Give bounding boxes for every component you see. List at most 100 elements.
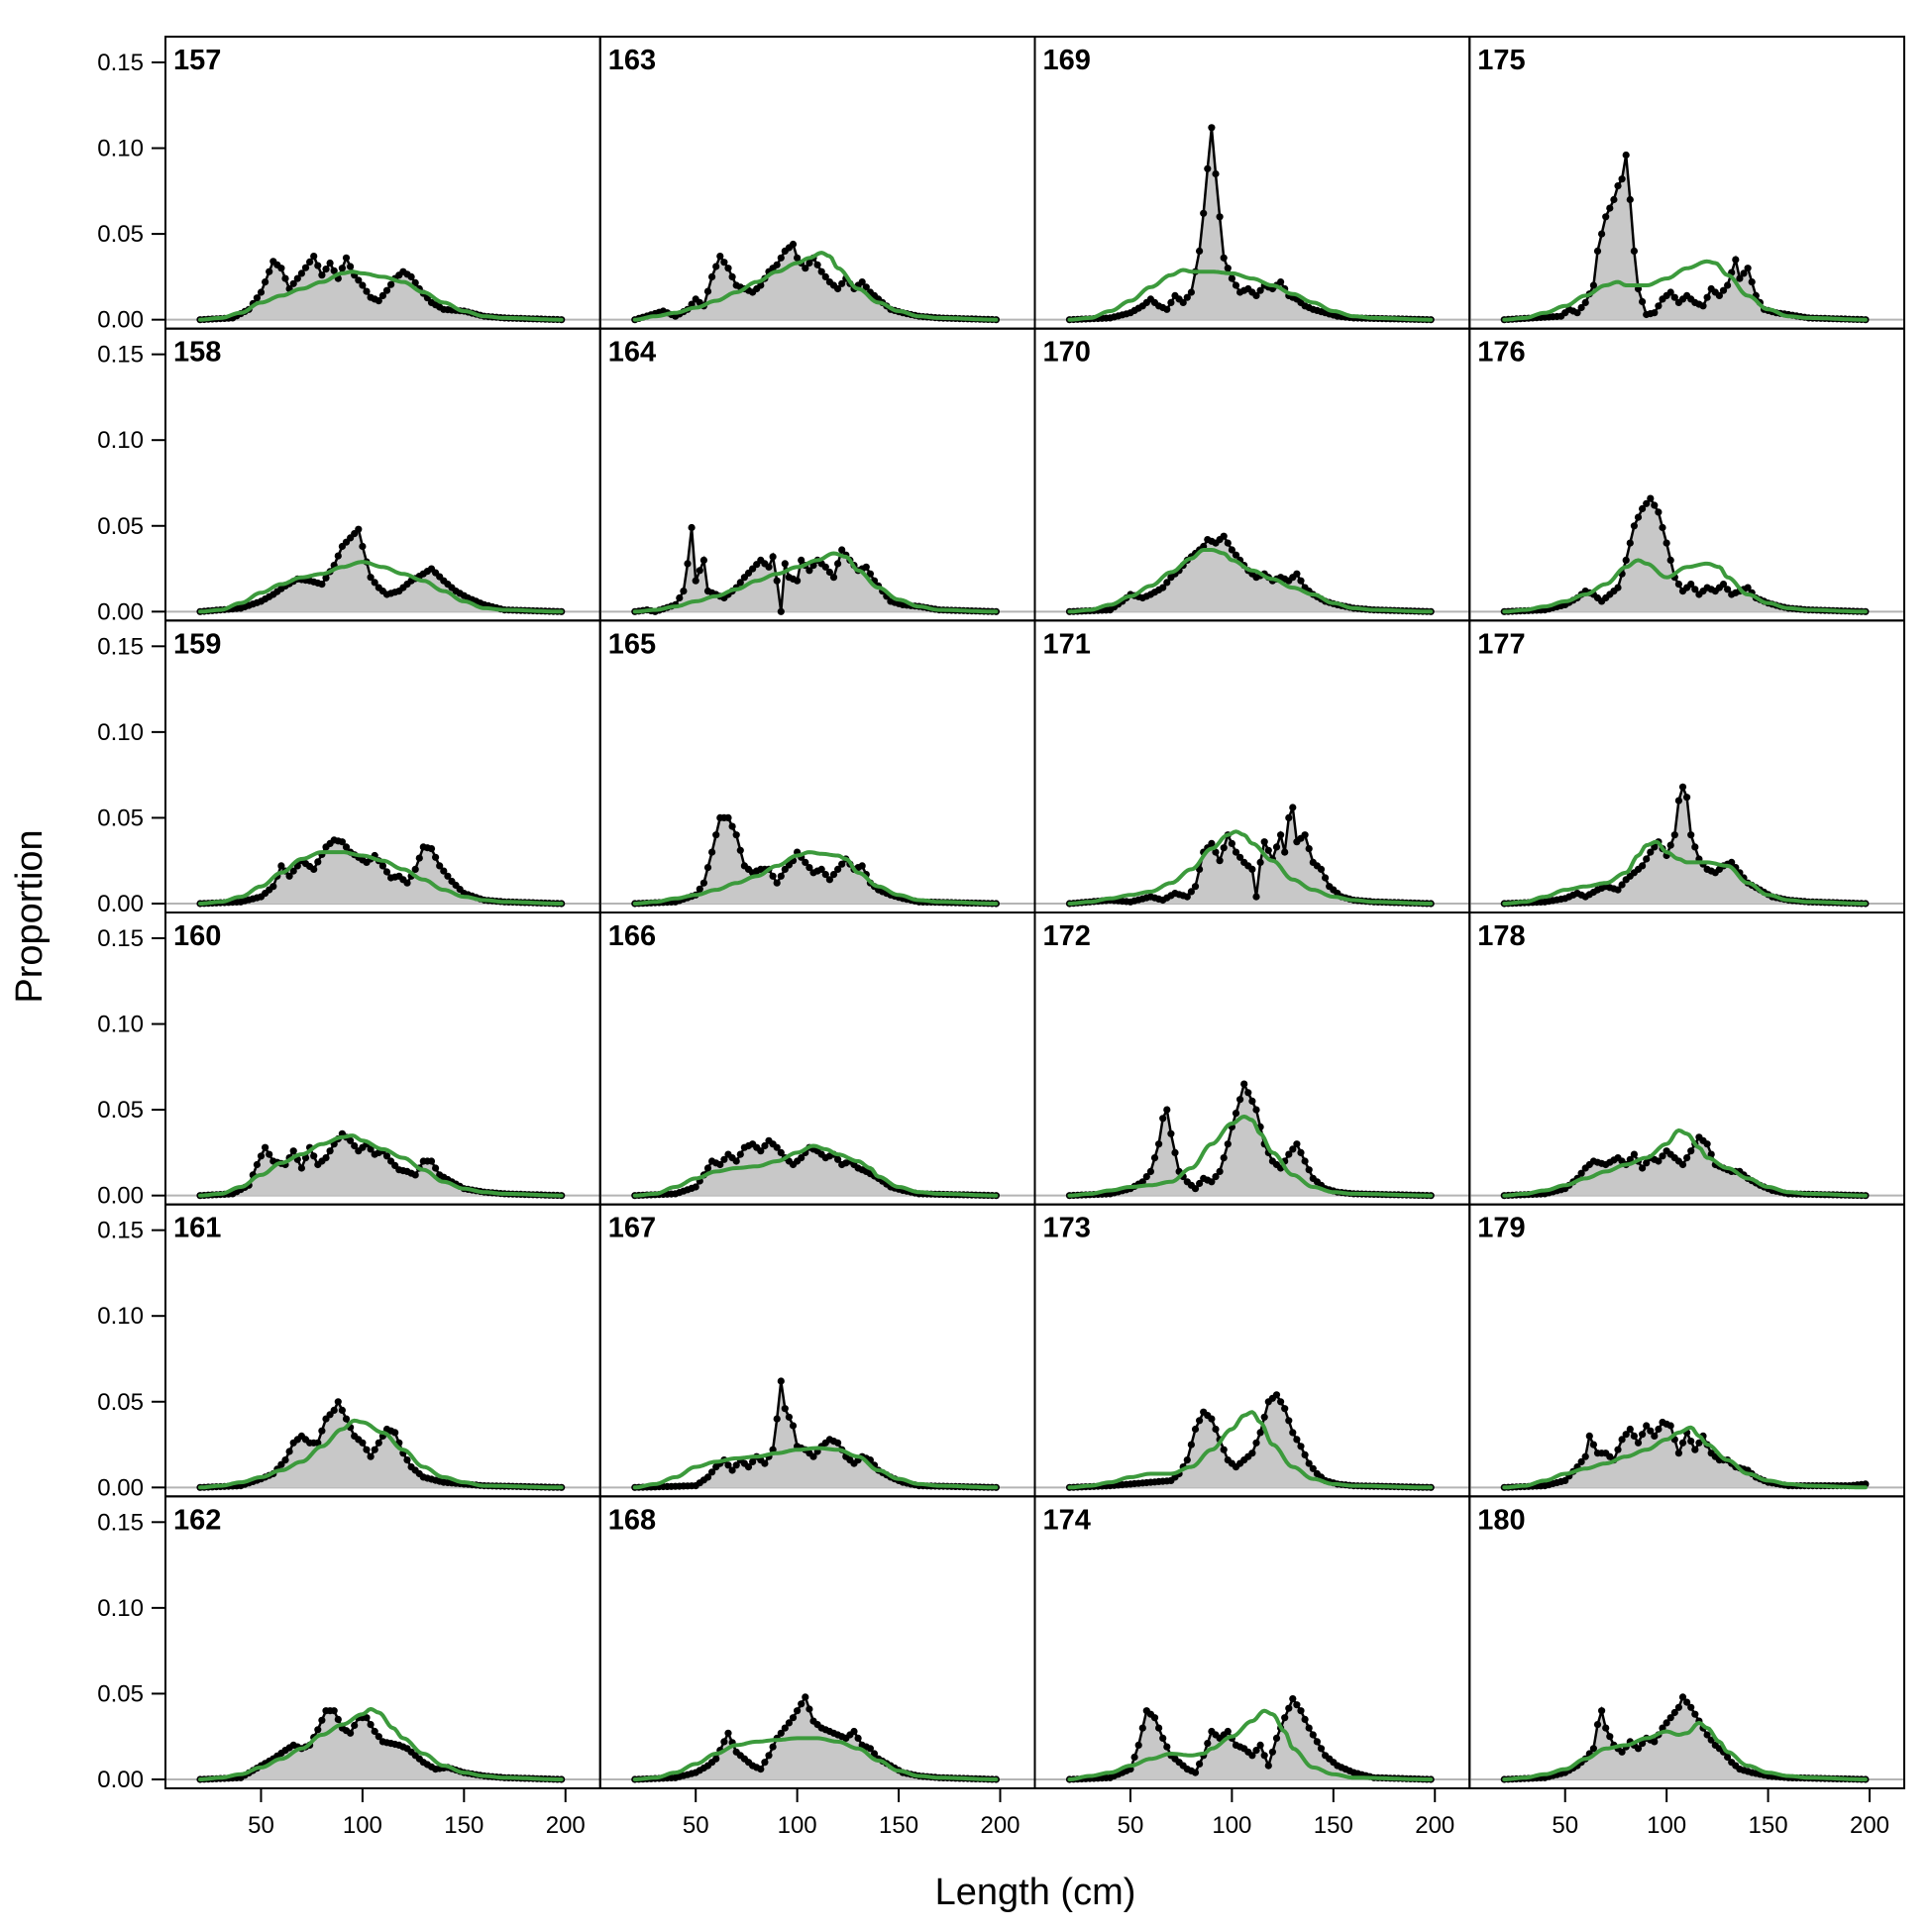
observed-point: [1191, 1185, 1200, 1193]
observed-point: [1260, 838, 1268, 846]
observed-point: [838, 279, 846, 287]
observed-point: [1602, 1724, 1610, 1732]
observed-point: [257, 288, 266, 296]
observed-point: [1715, 291, 1723, 299]
observed-point: [1301, 1450, 1309, 1458]
panel-border: [1468, 1495, 1905, 1790]
panel-179: 179: [1468, 1203, 1905, 1498]
expected-line: [632, 1736, 999, 1781]
observed-point: [1647, 1427, 1655, 1435]
expected-line: [198, 1133, 564, 1198]
observed-point: [266, 1150, 273, 1158]
observed-point: [1724, 1753, 1732, 1762]
observed-point: [322, 574, 330, 582]
panel-157: 157: [164, 36, 601, 330]
observed-point: [1736, 274, 1744, 282]
observed-point: [708, 1468, 716, 1476]
observed-point: [1150, 1714, 1159, 1722]
observed-point: [1643, 1159, 1651, 1167]
observed-point: [1618, 881, 1626, 889]
observed-point: [367, 574, 375, 582]
observed-point: [1666, 1422, 1674, 1430]
panel-label: 161: [173, 1213, 221, 1244]
observed-point: [1248, 1097, 1256, 1105]
observed-point: [699, 879, 708, 887]
observed-point: [1224, 265, 1232, 272]
observed-point: [862, 283, 870, 291]
observed-point: [1277, 278, 1285, 286]
observed-point: [1577, 1457, 1585, 1465]
x-tick-label: 100: [343, 1812, 382, 1839]
observed-point: [371, 1446, 378, 1453]
observed-point: [1691, 1710, 1699, 1718]
observed-point: [1130, 1753, 1138, 1762]
observed-area: [200, 1710, 562, 1779]
observed-point: [1630, 1432, 1638, 1440]
observed-point: [829, 574, 838, 582]
panel-176: 176: [1468, 327, 1905, 622]
observed-point: [1256, 1429, 1264, 1437]
observed-point: [676, 593, 684, 602]
panel-label: 176: [1477, 337, 1525, 369]
observed-point: [1146, 1167, 1154, 1175]
observed-point: [1634, 1439, 1643, 1447]
observed-point: [1204, 1740, 1212, 1748]
observed-point: [342, 254, 351, 262]
observed-point: [1683, 1698, 1691, 1706]
observed-point: [1593, 247, 1602, 255]
x-axis-title: Length (cm): [935, 1872, 1136, 1913]
observed-point: [821, 563, 829, 571]
observed-point: [1285, 1704, 1293, 1712]
observed-point: [359, 1439, 367, 1447]
observed-point: [1678, 783, 1687, 791]
observed-point: [809, 1452, 817, 1460]
observed-point: [1626, 195, 1634, 204]
observed-point: [805, 864, 813, 872]
observed-area: [200, 529, 562, 612]
observed-point: [1268, 1748, 1276, 1756]
observed-area: [1069, 1698, 1432, 1779]
observed-point: [411, 865, 419, 874]
observed-point: [817, 268, 825, 275]
observed-point: [838, 546, 846, 554]
y-tick-label: 0.10: [97, 136, 144, 162]
observed-point: [1256, 1741, 1264, 1749]
observed-point: [1281, 848, 1289, 856]
expected-line: [198, 850, 564, 906]
observed-point: [805, 567, 813, 575]
observed-point: [802, 858, 809, 867]
observed-area: [634, 244, 997, 320]
observed-point: [854, 1734, 862, 1742]
y-tick-label: 0.15: [97, 342, 144, 369]
observed-point: [1724, 281, 1732, 289]
observed-point: [744, 1463, 753, 1471]
panel-164: 164: [598, 327, 1036, 622]
observed-point: [1647, 494, 1655, 502]
observed-point: [1626, 539, 1634, 547]
observed-point: [712, 831, 720, 839]
observed-point: [1179, 298, 1187, 306]
observed-point: [427, 1157, 436, 1165]
observed-point: [862, 563, 870, 571]
observed-point: [716, 253, 724, 261]
observed-point: [297, 1164, 305, 1172]
observed-point: [1297, 1443, 1305, 1450]
observed-point: [703, 287, 712, 295]
observed-point: [1678, 1439, 1687, 1447]
observed-point: [359, 281, 367, 289]
observed-point: [789, 240, 798, 249]
expected-line: [632, 251, 999, 322]
observed-point: [1297, 577, 1305, 585]
observed-point: [1167, 298, 1175, 306]
observed-point: [1260, 1752, 1268, 1760]
observed-point: [1252, 1106, 1260, 1114]
observed-point: [1289, 804, 1297, 811]
observed-point: [1593, 1721, 1602, 1729]
observed-point: [1191, 1769, 1200, 1776]
expected-line: [1067, 548, 1434, 614]
observed-point: [1691, 843, 1699, 851]
observed-point: [338, 265, 346, 272]
observed-point: [391, 1429, 399, 1437]
observed-point: [382, 868, 391, 876]
